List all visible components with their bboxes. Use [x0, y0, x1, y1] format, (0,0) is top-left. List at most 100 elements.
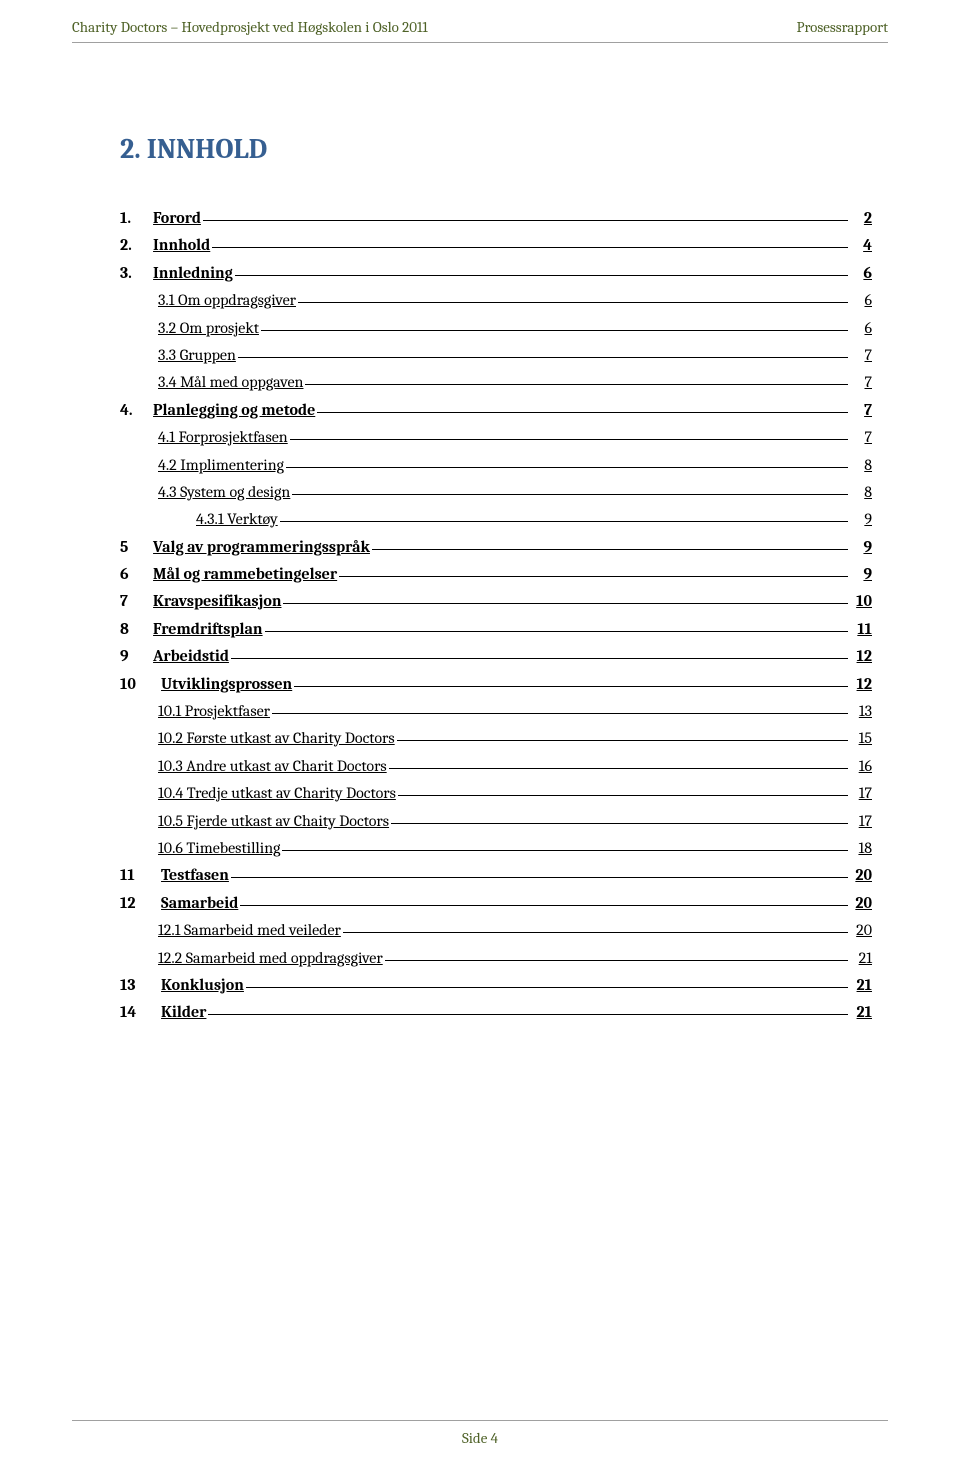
toc-number: 13 — [120, 972, 154, 998]
toc-label: Arbeidstid — [153, 643, 229, 669]
toc-leader-line — [261, 330, 848, 331]
toc-label: 3.1 Om oppdragsgiver — [158, 287, 296, 313]
toc-leader-line — [298, 302, 848, 303]
toc-row[interactable]: 12 Samarbeid20 — [120, 890, 872, 916]
toc-page-number: 20 — [850, 890, 872, 916]
toc-page-number: 21 — [850, 972, 872, 998]
toc-row[interactable]: 1. Forord2 — [120, 205, 872, 231]
toc-row[interactable]: 12.2 Samarbeid med oppdragsgiver21 — [120, 945, 872, 971]
toc-row[interactable]: 9 Arbeidstid12 — [120, 643, 872, 669]
toc-number: 5 — [120, 534, 146, 560]
toc-label: Kravspesifikasjon — [153, 588, 281, 614]
toc-page-number: 18 — [850, 835, 872, 861]
toc-leader-line — [272, 713, 848, 714]
toc-leader-line — [339, 576, 848, 577]
toc-label: Samarbeid — [161, 890, 238, 916]
toc-label: 10.3 Andre utkast av Charit Doctors — [158, 753, 387, 779]
page-header: Charity Doctors – Hovedprosjekt ved Høgs… — [0, 0, 960, 42]
toc-row[interactable]: 10.2 Første utkast av Charity Doctors 15 — [120, 725, 872, 751]
toc-label: Mål og rammebetingelser — [153, 561, 337, 587]
toc-row[interactable]: 10 Utviklingsprossen12 — [120, 671, 872, 697]
toc-page-number: 15 — [850, 725, 872, 751]
toc-leader-line — [391, 823, 848, 824]
toc-page-number: 17 — [850, 780, 872, 806]
toc-row[interactable]: 14 Kilder21 — [120, 999, 872, 1025]
toc-leader-line — [343, 932, 848, 933]
toc-number: 6 — [120, 561, 146, 587]
toc-row[interactable]: 3. Innledning6 — [120, 260, 872, 286]
toc-row[interactable]: 3.1 Om oppdragsgiver 6 — [120, 287, 872, 313]
toc-label: Planlegging og metode — [153, 397, 315, 423]
toc-page-number: 13 — [850, 698, 872, 724]
page-footer: Side 4 — [0, 1420, 960, 1447]
toc-leader-line — [265, 631, 848, 632]
toc-row[interactable]: 4.3 System og design8 — [120, 479, 872, 505]
toc-label: 10.2 Første utkast av Charity Doctors — [158, 725, 395, 751]
toc-row[interactable]: 2. Innhold4 — [120, 232, 872, 258]
toc-leader-line — [372, 549, 848, 550]
toc-label: Forord — [153, 205, 201, 231]
toc-page-number: 20 — [850, 917, 872, 943]
toc-number: 4. — [120, 397, 146, 423]
toc-row[interactable]: 4.3.1 Verktøy9 — [120, 506, 872, 532]
toc-page-number: 7 — [850, 342, 872, 368]
toc-label: 4.2 Implimentering — [158, 452, 284, 478]
toc-row[interactable]: 4.2 Implimentering 8 — [120, 452, 872, 478]
toc-page-number: 16 — [850, 753, 872, 779]
toc-page-number: 9 — [850, 506, 872, 532]
toc-label: 3.3 Gruppen — [158, 342, 236, 368]
toc-row[interactable]: 10.3 Andre utkast av Charit Doctors 16 — [120, 753, 872, 779]
toc-row[interactable]: 4. Planlegging og metode7 — [120, 397, 872, 423]
toc-leader-line — [238, 357, 848, 358]
toc-leader-line — [231, 877, 848, 878]
toc-row[interactable]: 11 Testfasen20 — [120, 862, 872, 888]
toc-page-number: 17 — [850, 808, 872, 834]
toc-label: 4.3 System og design — [158, 479, 290, 505]
footer-page-number: Side 4 — [0, 1429, 960, 1447]
toc-label: Fremdriftsplan — [153, 616, 263, 642]
toc-number: 7 — [120, 588, 146, 614]
toc-label: Utviklingsprossen — [161, 671, 292, 697]
toc-page-number: 21 — [850, 945, 872, 971]
toc-leader-line — [286, 467, 848, 468]
toc-row[interactable]: 5 Valg av programmeringsspråk9 — [120, 534, 872, 560]
toc-label: 10.4 Tredje utkast av Charity Doctors — [158, 780, 396, 806]
toc-row[interactable]: 3.3 Gruppen 7 — [120, 342, 872, 368]
toc-row[interactable]: 4.1 Forprosjektfasen7 — [120, 424, 872, 450]
toc-label: Kilder — [161, 999, 206, 1025]
toc-page-number: 6 — [850, 287, 872, 313]
toc-row[interactable]: 10.6 Timebestilling18 — [120, 835, 872, 861]
toc-leader-line — [231, 658, 848, 659]
toc-row[interactable]: 10.5 Fjerde utkast av Chaity Doctors 17 — [120, 808, 872, 834]
toc-page-number: 10 — [850, 588, 872, 614]
toc-page-number: 9 — [850, 534, 872, 560]
toc-row[interactable]: 3.4 Mål med oppgaven7 — [120, 369, 872, 395]
toc-leader-line — [235, 275, 848, 276]
toc-page-number: 7 — [850, 369, 872, 395]
toc-page-number: 21 — [850, 999, 872, 1025]
toc-row[interactable]: 8 Fremdriftsplan11 — [120, 616, 872, 642]
toc-row[interactable]: 13 Konklusjon 21 — [120, 972, 872, 998]
toc-row[interactable]: 7 Kravspesifikasjon 10 — [120, 588, 872, 614]
toc-number: 1. — [120, 205, 146, 231]
toc-label: Konklusjon — [161, 972, 244, 998]
toc-label: 10.5 Fjerde utkast av Chaity Doctors — [158, 808, 389, 834]
toc-label: Testfasen — [161, 862, 229, 888]
toc-label: 12.1 Samarbeid med veileder — [158, 917, 341, 943]
toc-page-number: 9 — [850, 561, 872, 587]
toc-leader-line — [283, 603, 848, 604]
toc-leader-line — [240, 905, 848, 906]
toc-row[interactable]: 10.4 Tredje utkast av Charity Doctors 17 — [120, 780, 872, 806]
toc-row[interactable]: 3.2 Om prosjekt6 — [120, 315, 872, 341]
toc-number: 11 — [120, 862, 154, 888]
toc-leader-line — [389, 768, 848, 769]
toc-leader-line — [317, 412, 848, 413]
toc-row[interactable]: 12.1 Samarbeid med veileder 20 — [120, 917, 872, 943]
toc-page-number: 12 — [850, 643, 872, 669]
toc-label: 4.1 Forprosjektfasen — [158, 424, 288, 450]
toc-row[interactable]: 10.1 Prosjektfaser13 — [120, 698, 872, 724]
toc-row[interactable]: 6 Mål og rammebetingelser 9 — [120, 561, 872, 587]
toc-page-number: 11 — [850, 616, 872, 642]
toc-leader-line — [282, 850, 848, 851]
toc-page-number: 8 — [850, 452, 872, 478]
